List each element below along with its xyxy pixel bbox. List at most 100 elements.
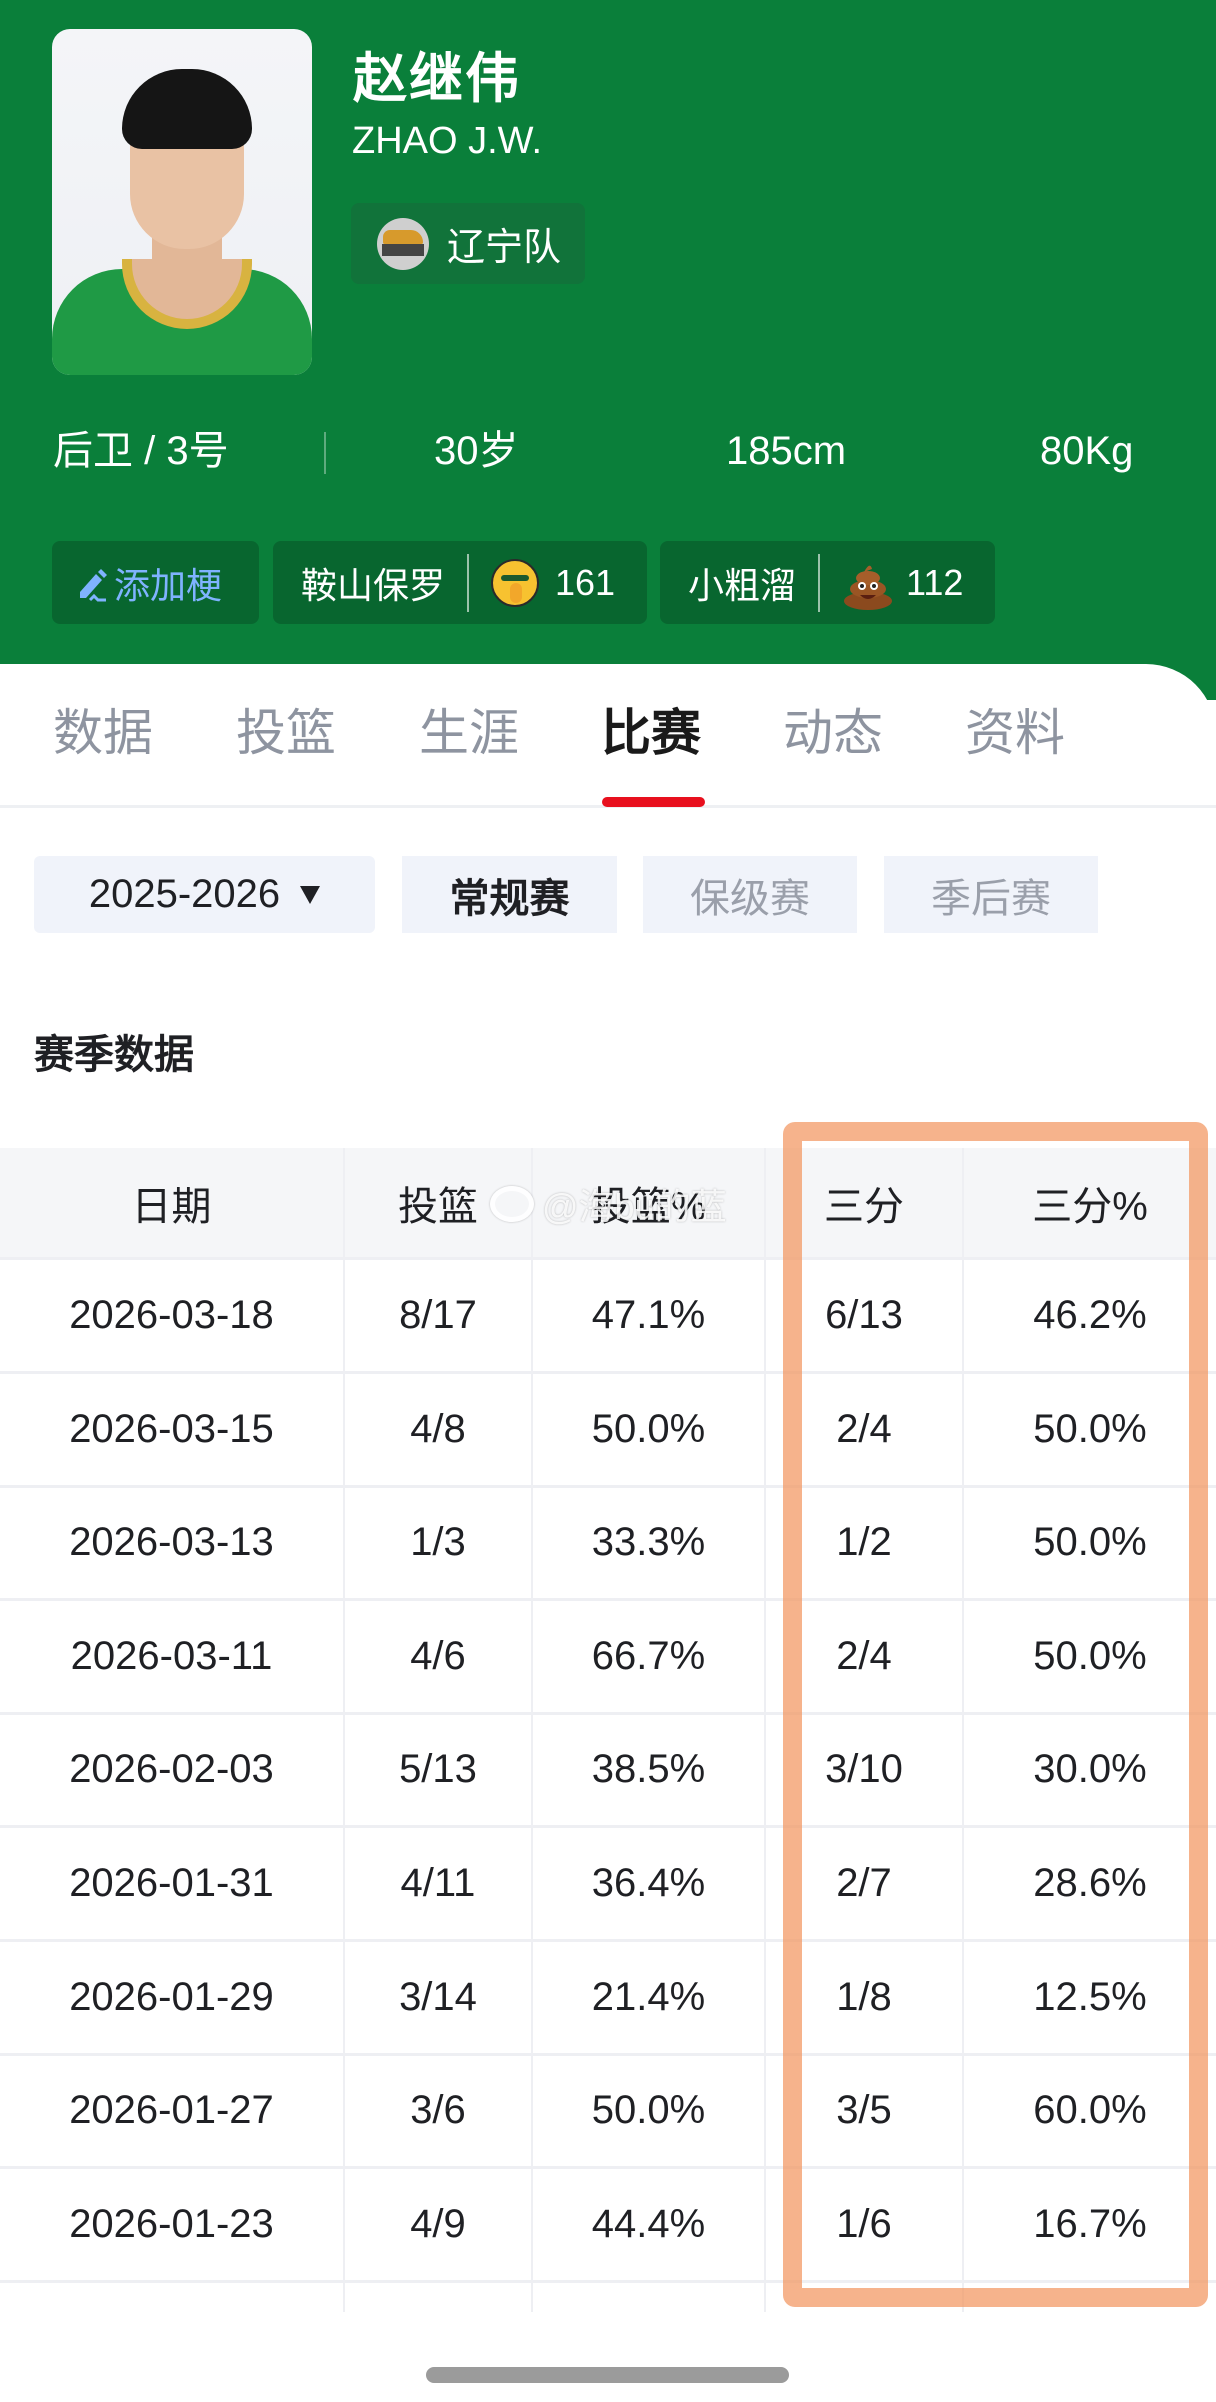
tab-games[interactable]: 比赛 [601,705,701,761]
cell-empty [531,2282,764,2313]
tag-count: 112 [906,561,964,603]
cell-date: 2026-02-03 [69,1747,274,1792]
cell-3pt-pct: 12.5% [962,1941,1216,2053]
table-row[interactable]: 2026-03-13 1/3 33.3% 1/2 50.0% [0,1487,1216,1602]
tag-divider [467,553,470,612]
cell-3pt: 1/8 [764,1941,962,2053]
cell-fg: 4/11 [343,1828,531,1939]
table-row[interactable]: 2026-01-29 3/14 21.4% 1/8 12.5% [0,1941,1216,2056]
cell-3pt-pct: 28.6% [962,1828,1216,1939]
cell-empty [0,2282,343,2312]
cell-3pt-pct: 50.0% [962,1487,1216,1599]
cell-3pt-pct: 30.0% [962,1714,1216,1826]
add-tag-label: 添加梗 [114,564,223,606]
header-3pt[interactable]: 三分 [764,1148,962,1257]
cell-3pt-pct: 16.7% [962,2168,1216,2280]
team-logo-icon [377,217,429,270]
cell-date: 2026-01-29 [69,1974,274,2019]
cell-date: 2026-01-31 [69,1861,274,1905]
cell-empty [962,2282,1216,2313]
table-row[interactable]: 2026-01-31 4/11 36.4% 2/7 28.6% [0,1828,1216,1942]
cell-3pt: 2/4 [764,1373,962,1485]
tag-chip[interactable]: 小粗溜 112 [660,541,995,624]
cell-date: 2026-01-23 [69,2201,274,2246]
table-row[interactable]: 2026-02-03 5/13 38.5% 3/10 30.0% [0,1714,1216,1829]
cell-3pt: 3/10 [764,1714,962,1826]
tag-label: 鞍山保罗 [301,564,446,606]
photo-hair [122,69,252,149]
add-tag-button[interactable]: 添加梗 [52,541,259,624]
cell-date: 2026-03-11 [70,1633,273,1678]
tag-divider [818,553,821,612]
poop-emoji-icon [842,559,893,610]
header-fg[interactable]: 投篮 [343,1148,531,1257]
cell-fg: 8/17 [343,1260,531,1371]
cell-3pt-pct: 46.2% [962,1260,1216,1371]
player-name-en: ZHAO J.W. [352,120,542,162]
filter-relegation[interactable]: 保级赛 [643,856,857,933]
team-name: 辽宁队 [447,227,562,269]
tab-shooting[interactable]: 投篮 [236,705,336,761]
player-photo [52,29,312,375]
active-tab-indicator [602,797,705,807]
content-panel [0,664,1216,2402]
player-age: 30岁 [434,429,519,473]
cell-fg-pct: 50.0% [531,1373,764,1485]
cell-fg: 1/3 [343,1487,531,1599]
season-dropdown[interactable]: 2025-2026 [34,856,375,933]
team-chip[interactable]: 辽宁队 [351,203,585,284]
cell-date: 2026-01-27 [69,2088,274,2133]
cell-date: 2026-03-18 [69,1293,274,1337]
tag-label: 小粗溜 [688,564,797,606]
cell-fg: 4/9 [343,2168,531,2280]
tag-count: 161 [555,561,616,603]
table-row-partial [0,2282,1216,2313]
table-row[interactable]: 2026-03-18 8/17 47.1% 6/13 46.2% [0,1260,1216,1374]
player-weight: 80Kg [1040,429,1134,473]
cell-fg-pct: 44.4% [531,2168,764,2280]
filter-playoffs[interactable]: 季后赛 [884,856,1098,933]
cell-date: 2026-03-13 [69,1520,274,1565]
table-header: 日期 投篮 投篮% 三分 三分% [0,1148,1216,1260]
cell-3pt-pct: 50.0% [962,1600,1216,1712]
tab-news[interactable]: 动态 [783,705,883,761]
cell-3pt: 2/4 [764,1600,962,1712]
cell-3pt: 1/6 [764,2168,962,2280]
cell-date: 2026-03-15 [69,1406,274,1451]
header-date[interactable]: 日期 [131,1184,212,1229]
cell-fg: 4/6 [343,1600,531,1712]
tab-profile[interactable]: 资料 [965,705,1065,761]
tab-data[interactable]: 数据 [53,705,153,761]
cell-fg-pct: 66.7% [531,1600,764,1712]
cell-fg: 5/13 [343,1714,531,1826]
player-name: 赵继伟 [353,49,521,109]
season-value: 2025-2026 [88,872,281,916]
tag-chip[interactable]: 鞍山保罗 161 [273,541,647,624]
cell-3pt: 6/13 [764,1260,962,1371]
filter-regular-season[interactable]: 常规赛 [402,856,617,933]
section-title: 赛季数据 [34,1033,194,1077]
caret-down-icon [300,885,321,904]
tab-career[interactable]: 生涯 [419,705,519,761]
cell-fg-pct: 36.4% [531,1828,764,1939]
table-row[interactable]: 2026-01-27 3/6 50.0% 3/5 60.0% [0,2055,1216,2170]
stat-divider [324,432,326,474]
header-3pt-pct[interactable]: 三分% [962,1148,1216,1257]
weibo-watermark: @海bu的蓝 [490,1178,727,1230]
cell-fg-pct: 38.5% [531,1714,764,1826]
table-row[interactable]: 2026-03-15 4/8 50.0% 2/4 50.0% [0,1373,1216,1488]
position-number: 后卫 / 3号 [53,429,229,473]
home-indicator[interactable] [426,2367,789,2383]
cell-empty [764,2282,962,2313]
watermark-text: @海bu的蓝 [542,1186,727,1227]
cell-fg: 4/8 [343,1373,531,1485]
cell-3pt: 1/2 [764,1487,962,1599]
table-row[interactable]: 2026-03-11 4/6 66.7% 2/4 50.0% [0,1600,1216,1715]
cell-empty [343,2282,531,2313]
cell-fg: 3/6 [343,2055,531,2167]
cell-fg: 3/14 [343,1941,531,2053]
weibo-icon [490,1186,534,1222]
pencil-icon [78,568,108,601]
cell-3pt-pct: 60.0% [962,2055,1216,2167]
table-row[interactable]: 2026-01-23 4/9 44.4% 1/6 16.7% [0,2168,1216,2283]
